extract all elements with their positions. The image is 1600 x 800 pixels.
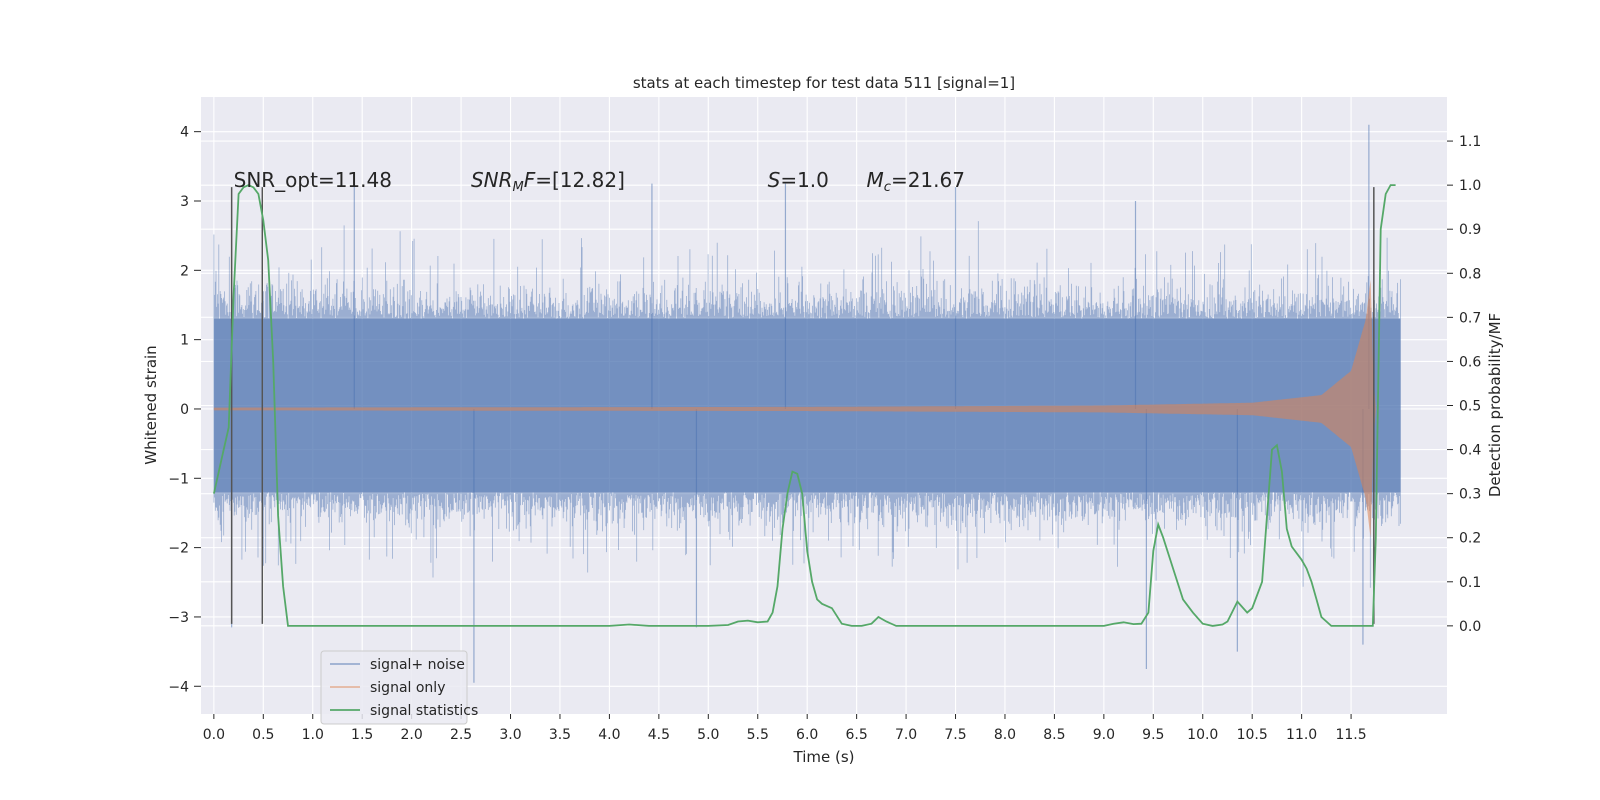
y-right-tick-label: 0.0 — [1459, 619, 1481, 635]
x-axis: 0.0 0.5 1.0 1.5 2.0 2.5 3.0 3.5 4.0 4.5 5.0 5.5 6.0 6… — [203, 714, 1367, 743]
y-axis-right: 1.1 1.0 0.9 0.8 0.7 0.6 0.5 0.4 0.3 0.2 0.1 0.0 — [1447, 134, 1481, 635]
legend-label-signal-only: signal only — [370, 680, 445, 696]
x-tick-label: 5.0 — [697, 727, 719, 743]
x-tick-label: 7.0 — [895, 727, 917, 743]
y-right-tick-label: 0.8 — [1459, 266, 1481, 282]
x-tick-label: 11.0 — [1286, 727, 1317, 743]
x-tick-label: 2.5 — [450, 727, 472, 743]
y-right-tick-label: 0.3 — [1459, 487, 1481, 503]
x-tick-label: 9.5 — [1142, 727, 1164, 743]
x-tick-label: 6.5 — [846, 727, 868, 743]
x-tick-label: 9.0 — [1093, 727, 1115, 743]
x-tick-label: 1.0 — [302, 727, 324, 743]
y-left-tick-label: 3 — [180, 194, 189, 210]
annotation-text: SNRMF=[12.82] — [471, 168, 625, 195]
annotations: SNR_opt=11.48 SNRMF=[12.82] S=1.0 Mc=21.67 — [234, 168, 965, 195]
series-signal-statistics — [213, 184, 1396, 627]
x-tick-label: 5.5 — [747, 727, 769, 743]
annotation-text: Mc=21.67 — [867, 168, 965, 195]
chirp-envelope — [213, 279, 1400, 539]
y-right-tick-label: 0.5 — [1459, 399, 1481, 415]
x-tick-label: 4.5 — [648, 727, 670, 743]
legend-label-signal-noise: signal+ noise — [370, 657, 465, 673]
y-right-tick-label: 1.1 — [1459, 134, 1481, 150]
y-right-tick-label: 0.7 — [1459, 310, 1481, 326]
y-left-tick-label: −1 — [168, 471, 189, 487]
y-left-tick-label: −3 — [168, 610, 189, 626]
marker-lines — [230, 187, 1375, 624]
y-right-tick-label: 1.0 — [1459, 178, 1481, 194]
series-signal-only — [213, 279, 1400, 539]
x-tick-label: 10.5 — [1237, 727, 1268, 743]
y-left-tick-label: −4 — [168, 679, 189, 695]
x-tick-label: 8.0 — [994, 727, 1016, 743]
y-axis-left-label: Whitened strain — [142, 345, 160, 464]
x-tick-label: 0.0 — [203, 727, 225, 743]
annotation-text: SNR_opt=11.48 — [234, 168, 392, 192]
annotation-text: S=1.0 — [768, 168, 829, 192]
y-left-tick-label: 2 — [180, 263, 189, 279]
legend-label-signal-statistics: signal statistics — [370, 703, 478, 719]
y-right-tick-label: 0.1 — [1459, 575, 1481, 591]
legend-box — [320, 650, 468, 725]
statistics-line — [213, 184, 1396, 627]
y-right-tick-label: 0.2 — [1459, 531, 1481, 547]
x-tick-label: 2.0 — [401, 727, 423, 743]
y-axis-right-label: Detection probability/MF — [1486, 313, 1504, 497]
y-left-tick-label: 0 — [180, 402, 189, 418]
y-left-tick-label: −2 — [168, 541, 189, 557]
x-tick-label: 8.5 — [1043, 727, 1065, 743]
x-axis-label: Time (s) — [793, 748, 855, 766]
x-tick-label: 3.0 — [499, 727, 521, 743]
x-tick-label: 11.5 — [1335, 727, 1366, 743]
x-tick-label: 7.5 — [944, 727, 966, 743]
y-left-tick-label: 4 — [180, 125, 189, 141]
x-tick-label: 6.0 — [796, 727, 818, 743]
x-tick-label: 0.5 — [252, 727, 274, 743]
y-right-tick-label: 0.6 — [1459, 354, 1481, 370]
y-right-tick-label: 0.4 — [1459, 443, 1481, 459]
y-axis-left: 4 3 2 1 0 −1 −2 −3 −4 — [168, 125, 201, 695]
y-right-tick-label: 0.9 — [1459, 222, 1481, 238]
legend: signal+ noise signal only signal statist… — [320, 650, 478, 725]
y-left-tick-label: 1 — [180, 333, 189, 349]
chart-title: stats at each timestep for test data 511… — [633, 74, 1015, 92]
x-tick-label: 4.0 — [598, 727, 620, 743]
x-tick-label: 10.0 — [1187, 727, 1218, 743]
x-tick-label: 1.5 — [351, 727, 373, 743]
x-tick-label: 3.5 — [549, 727, 571, 743]
